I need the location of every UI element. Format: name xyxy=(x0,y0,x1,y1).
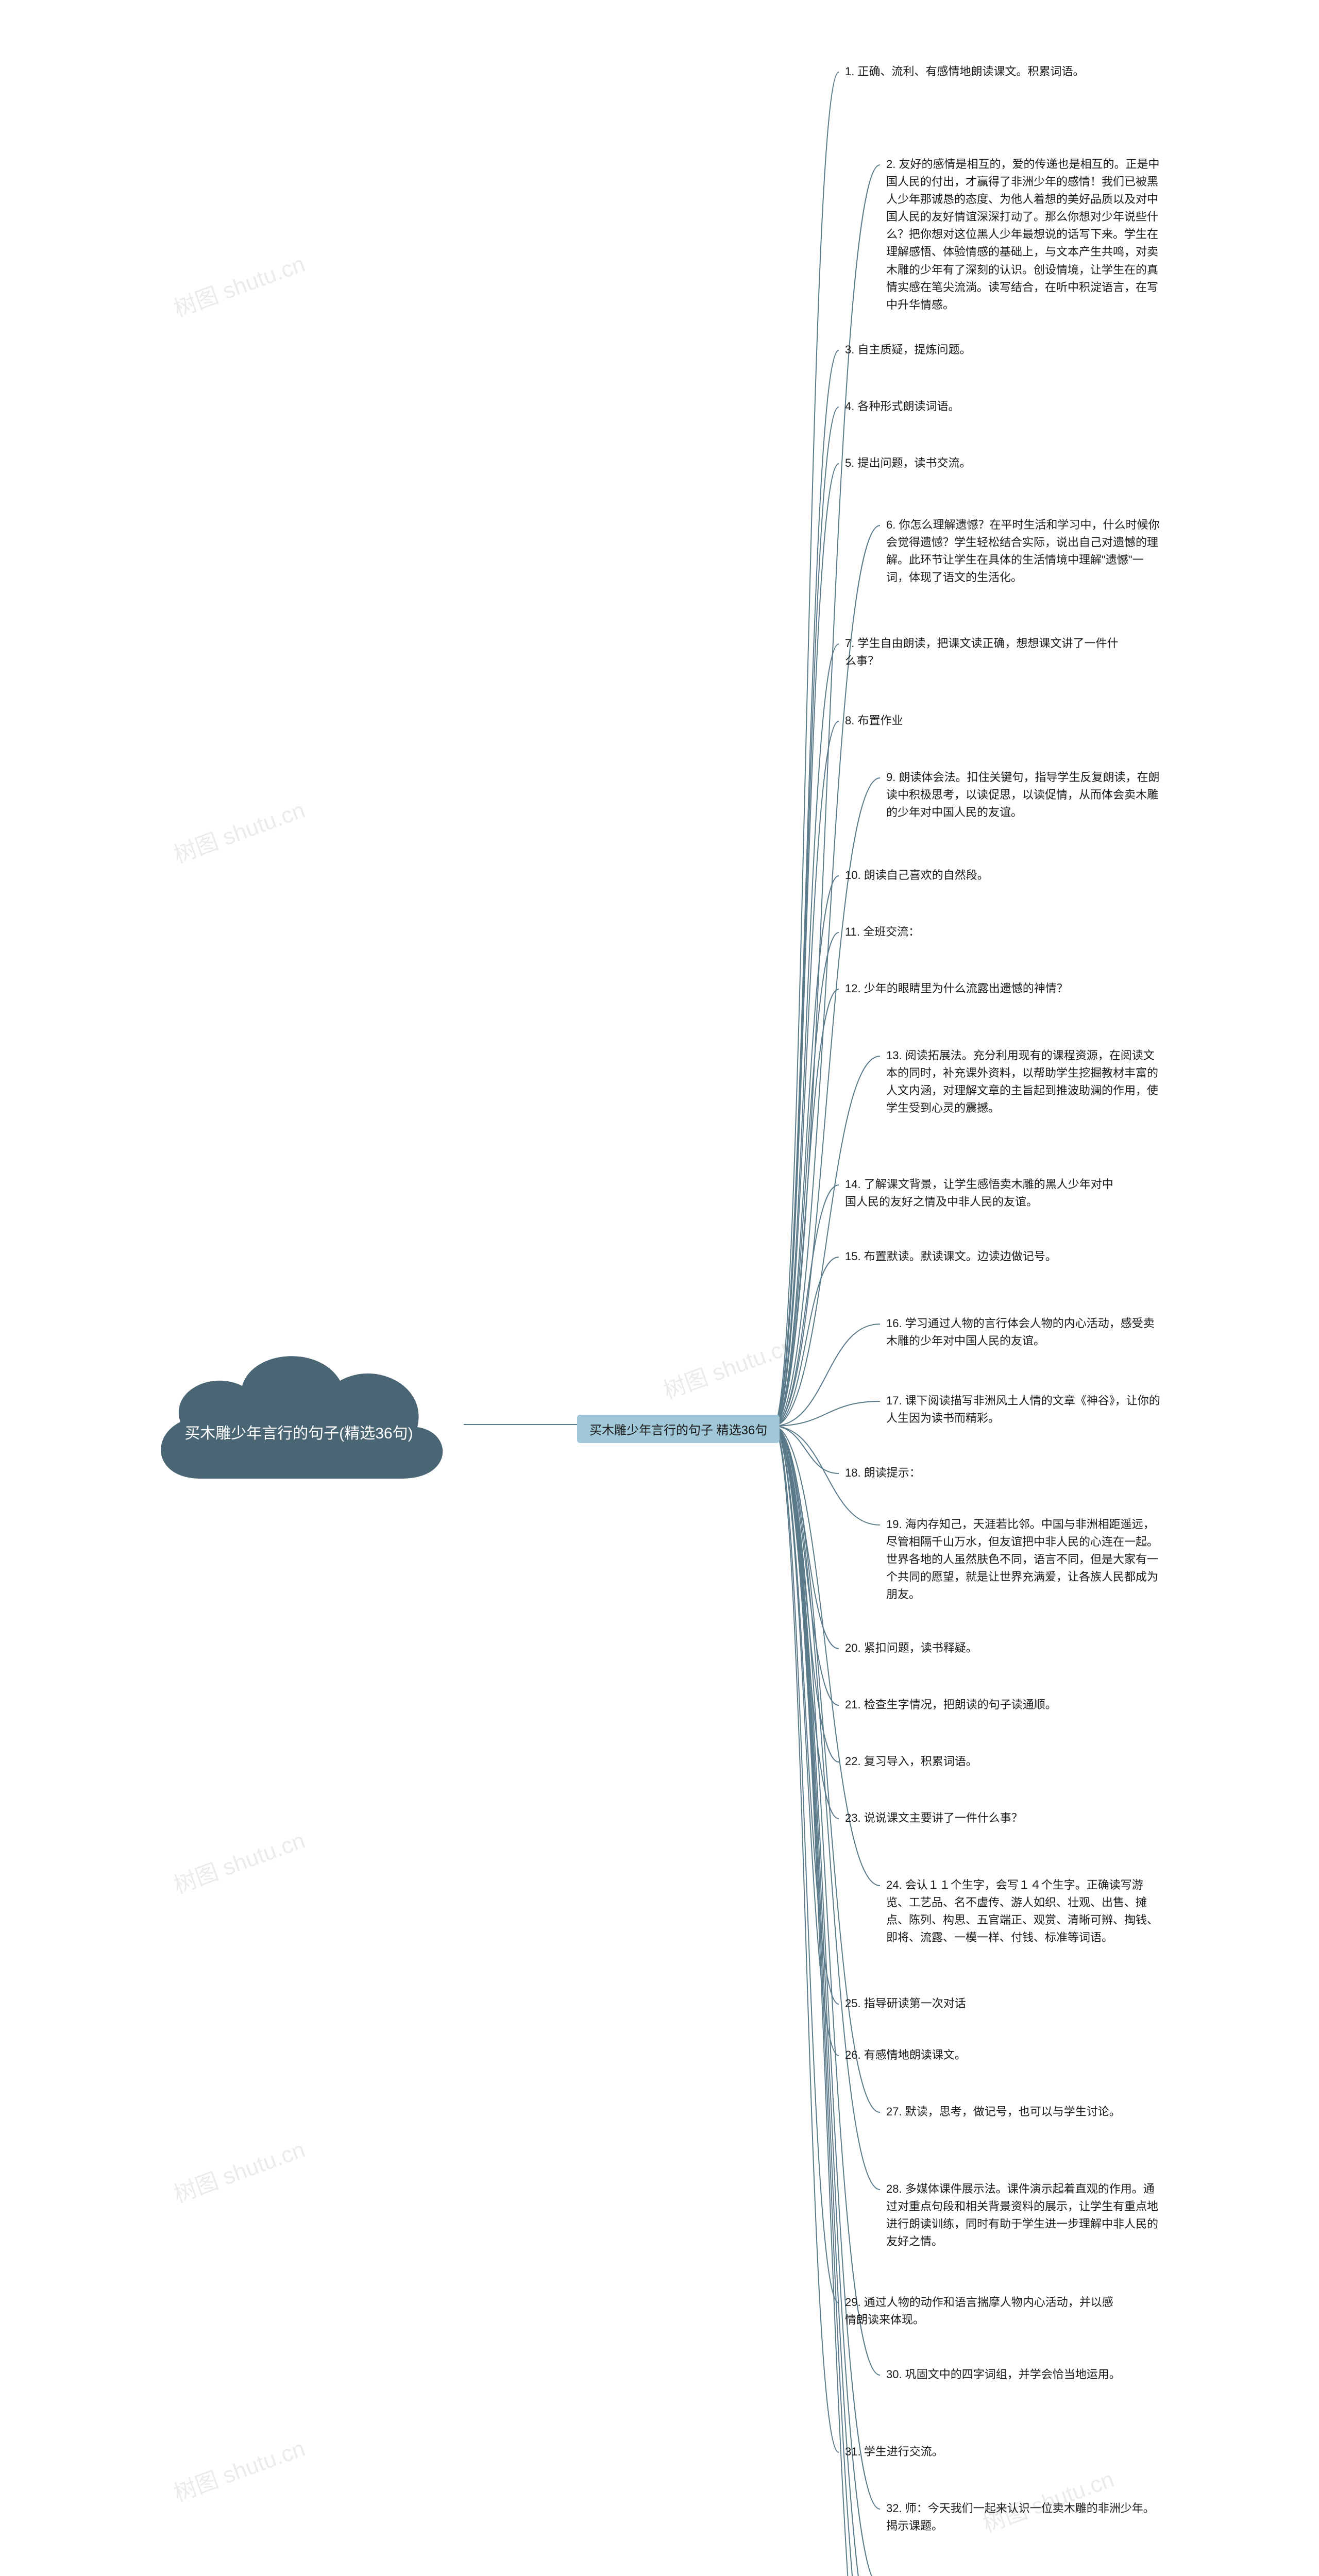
leaf-item-31[interactable]: 31. 学生进行交流。 xyxy=(845,2443,943,2461)
leaf-item-1[interactable]: 1. 正确、流利、有感情地朗读课文。积累词语。 xyxy=(845,63,1084,80)
leaf-item-15[interactable]: 15. 布置默读。默读课文。边读边做记号。 xyxy=(845,1248,1057,1265)
leaf-item-4[interactable]: 4. 各种形式朗读词语。 xyxy=(845,398,959,415)
leaf-item-24[interactable]: 24. 会认１１个生字，会写１４个生字。正确读写游览、工艺品、名不虚传、游人如织… xyxy=(886,1876,1164,1946)
watermark: 树图 shutu.cn xyxy=(168,2131,309,2209)
watermark: 树图 shutu.cn xyxy=(168,245,309,323)
leaf-item-5[interactable]: 5. 提出问题，读书交流。 xyxy=(845,454,971,472)
leaf-item-19[interactable]: 19. 海内存知己，天涯若比邻。中国与非洲相距遥远，尽管相隔千山万水，但友谊把中… xyxy=(886,1516,1164,1603)
leaf-item-20[interactable]: 20. 紧扣问题，读书释疑。 xyxy=(845,1639,977,1657)
watermark: 树图 shutu.cn xyxy=(658,1327,798,1405)
leaf-item-22[interactable]: 22. 复习导入，积累词语。 xyxy=(845,1753,977,1770)
leaf-item-9[interactable]: 9. 朗读体会法。扣住关键句，指导学生反复朗读，在朗读中积极思考，以读促思，以读… xyxy=(886,769,1164,821)
watermark: 树图 shutu.cn xyxy=(168,1822,309,1900)
leaf-item-6[interactable]: 6. 你怎么理解遗憾？在平时生活和学习中，什么时候你会觉得遗憾？学生轻松结合实际… xyxy=(886,516,1164,586)
leaf-item-10[interactable]: 10. 朗读自己喜欢的自然段。 xyxy=(845,867,989,884)
leaf-item-29[interactable]: 29. 通过人物的动作和语言揣摩人物内心活动，并以感情朗读来体现。 xyxy=(845,2294,1123,2329)
leaf-item-17[interactable]: 17. 课下阅读描写非洲风土人情的文章《神谷》，让你的人生因为读书而精彩。 xyxy=(886,1392,1164,1427)
leaf-item-12[interactable]: 12. 少年的眼睛里为什么流露出遗憾的神情？ xyxy=(845,980,1068,997)
leaf-item-25[interactable]: 25. 指导研读第一次对话 xyxy=(845,1995,966,2012)
root-label: 买木雕少年言行的句子(精选36句) xyxy=(134,1422,464,1445)
leaf-item-30[interactable]: 30. 巩固文中的四字词组，并学会恰当地运用。 xyxy=(886,2366,1121,2383)
sub-label: 买木雕少年言行的句子 精选36句 xyxy=(589,1423,767,1437)
leaf-item-7[interactable]: 7. 学生自由朗读，把课文读正确，想想课文讲了一件什么事？ xyxy=(845,635,1123,670)
leaf-item-32[interactable]: 32. 师：今天我们一起来认识一位卖木雕的非洲少年。揭示课题。 xyxy=(886,2500,1164,2535)
edge-root-sub xyxy=(464,1424,577,1425)
leaf-item-21[interactable]: 21. 检查生字情况，把朗读的句子读通顺。 xyxy=(845,1696,1057,1714)
leaf-item-11[interactable]: 11. 全班交流： xyxy=(845,923,920,941)
watermark: 树图 shutu.cn xyxy=(168,2430,309,2507)
watermark: 树图 shutu.cn xyxy=(168,791,309,869)
leaf-item-23[interactable]: 23. 说说课文主要讲了一件什么事？ xyxy=(845,1809,1023,1827)
leaf-item-2[interactable]: 2. 友好的感情是相互的，爱的传递也是相互的。正是中国人民的付出，才赢得了非洲少… xyxy=(886,156,1164,314)
leaf-item-14[interactable]: 14. 了解课文背景，让学生感悟卖木雕的黑人少年对中国人民的友好之情及中非人民的… xyxy=(845,1176,1123,1211)
leaf-item-16[interactable]: 16. 学习通过人物的言行体会人物的内心活动，感受卖木雕的少年对中国人民的友谊。 xyxy=(886,1315,1164,1350)
leaf-item-26[interactable]: 26. 有感情地朗读课文。 xyxy=(845,2046,966,2064)
root-node[interactable]: 买木雕少年言行的句子(精选36句) xyxy=(134,1319,464,1525)
leaf-item-18[interactable]: 18. 朗读提示： xyxy=(845,1464,921,1482)
sub-node[interactable]: 买木雕少年言行的句子 精选36句 xyxy=(577,1415,780,1443)
leaf-item-3[interactable]: 3. 自主质疑，提炼问题。 xyxy=(845,341,971,359)
leaf-item-8[interactable]: 8. 布置作业 xyxy=(845,712,903,730)
leaf-item-27[interactable]: 27. 默读，思考，做记号，也可以与学生讨论。 xyxy=(886,2103,1121,2121)
leaf-item-13[interactable]: 13. 阅读拓展法。充分利用现有的课程资源，在阅读文本的同时，补充课外资料，以帮… xyxy=(886,1047,1164,1117)
leaf-item-28[interactable]: 28. 多媒体课件展示法。课件演示起着直观的作用。通过对重点句段和相关背景资料的… xyxy=(886,2180,1164,2250)
